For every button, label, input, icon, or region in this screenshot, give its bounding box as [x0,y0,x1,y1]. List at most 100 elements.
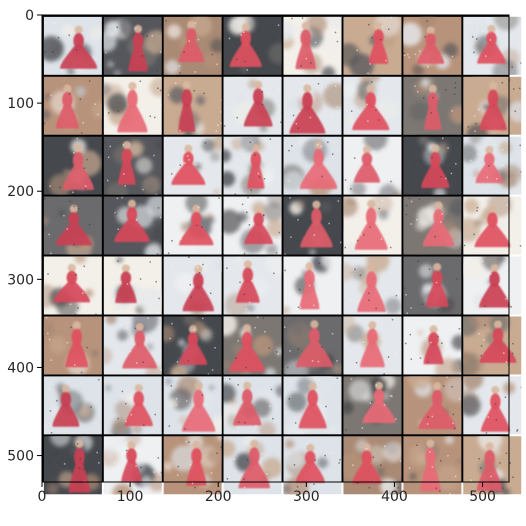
y-tick-label: 100 [7,96,34,112]
dress-figure [60,25,98,69]
sample-image-tile [283,136,342,195]
sample-image-tile [403,76,462,135]
dress-figure [122,322,157,369]
sample-image-tile [463,196,522,255]
dress-figure [118,141,136,185]
dress-figure [182,265,214,312]
x-tick-label: 400 [381,489,408,505]
sample-image-tile [463,256,522,315]
sample-image-tile [283,256,342,315]
sample-image-tile [403,316,462,375]
dress-figure [418,382,456,430]
dress-figure [362,381,396,423]
dress-figure [360,321,385,368]
dress-figure [117,82,148,133]
dress-figure [62,144,94,190]
background-texture [223,196,282,255]
sample-image-tile [103,16,162,75]
dress-figure [55,204,92,246]
sample-image-tile [463,376,522,435]
dress-figure [421,144,450,188]
dress-figure [480,385,510,432]
y-tick-label: 500 [7,449,34,465]
dress-figure [114,199,150,242]
sample-image-tile [343,76,402,135]
sample-image-tile [103,256,162,315]
dress-figure [299,141,338,189]
dress-figure [424,84,442,130]
dress-figure [476,442,503,491]
background-texture [408,436,462,491]
sample-image-tile [163,436,222,495]
background-texture [106,138,162,195]
sample-image-tile [403,256,462,315]
dress-figure [229,324,265,372]
dress-figure [479,320,517,363]
sample-image-tile [163,316,222,375]
dress-figure [229,23,262,68]
dress-figure [53,263,91,303]
sample-image-tile [223,256,282,315]
sample-image-tile [103,196,162,255]
sample-image-tile [43,136,102,195]
dress-figure [352,443,382,484]
sample-image-tile [343,16,402,75]
sample-image-tile [343,256,402,315]
sample-image-tile [43,316,102,375]
image-tiles [43,16,522,495]
sample-image-tile [223,316,282,375]
dress-figure [289,84,326,134]
dress-figure [479,81,507,131]
sample-image-tile [43,196,102,255]
sample-image-tile [283,436,342,495]
background-texture [350,136,402,195]
dress-figure [178,325,208,365]
dress-figure [477,24,506,64]
sample-image-tile [403,376,462,435]
dress-figure [425,262,449,307]
sample-image-tile [343,376,402,435]
y-tick-label: 0 [25,8,34,24]
x-tick-label: 0 [38,489,47,505]
background-texture [283,439,328,495]
sample-image-tile [223,136,282,195]
dress-figure [296,320,333,368]
sample-image-tile [223,76,282,135]
y-axis-ticks: 0 100 200 300 400 500 [7,8,42,465]
y-tick-label: 400 [7,360,34,376]
sample-image-tile [463,436,522,495]
dress-figure [55,84,79,129]
dress-figure [368,22,389,64]
sample-image-tile [103,136,162,195]
dress-figure [181,381,216,432]
sample-image-tile [43,376,102,435]
dress-figure [422,201,455,247]
dress-figure [52,384,80,427]
dress-figure [247,144,265,189]
x-tick-label: 100 [117,489,144,505]
sample-image-tile [283,196,342,255]
dress-figure [235,260,260,303]
dress-figure [354,199,388,250]
background-texture [228,16,282,73]
sample-image-tile [343,436,402,495]
sample-image-tile [403,196,462,255]
dress-figure [68,439,91,493]
sample-image-tile [223,16,282,75]
dress-figure [124,384,153,427]
dress-figure [115,264,137,303]
dress-figure [479,263,510,308]
sample-image-tile [223,436,282,495]
sample-image-tile [163,256,222,315]
dress-figure [128,24,148,72]
x-axis-ticks: 0 100 200 300 400 500 [38,482,496,505]
sample-image-tile [463,76,522,135]
x-tick-label: 200 [205,489,232,505]
dress-figure [178,81,196,132]
sample-image-tile [463,136,522,195]
dress-figure [417,26,445,64]
sample-image-tile [403,436,462,495]
sample-image-tile [223,196,282,255]
dress-figure [300,200,333,248]
sample-image-tile [283,316,342,375]
